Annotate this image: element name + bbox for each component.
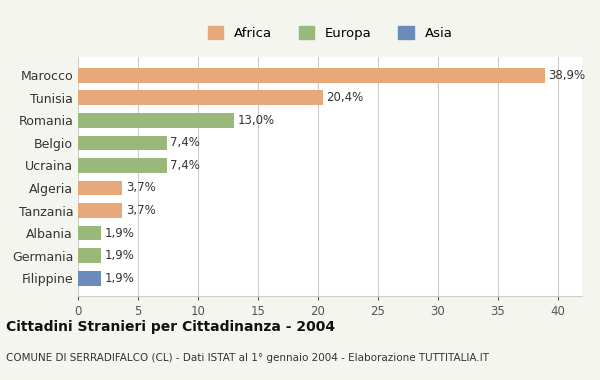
Text: COMUNE DI SERRADIFALCO (CL) - Dati ISTAT al 1° gennaio 2004 - Elaborazione TUTTI: COMUNE DI SERRADIFALCO (CL) - Dati ISTAT…: [6, 353, 489, 363]
Text: 7,4%: 7,4%: [170, 159, 200, 172]
Bar: [78, 226, 101, 241]
Bar: [78, 136, 167, 150]
Text: 1,9%: 1,9%: [104, 249, 134, 262]
Text: 20,4%: 20,4%: [326, 91, 364, 104]
Text: 1,9%: 1,9%: [104, 226, 134, 239]
Bar: [78, 113, 234, 128]
Bar: [78, 248, 101, 263]
Text: Cittadini Stranieri per Cittadinanza - 2004: Cittadini Stranieri per Cittadinanza - 2…: [6, 320, 335, 334]
Text: 1,9%: 1,9%: [104, 272, 134, 285]
Text: 3,7%: 3,7%: [126, 182, 156, 195]
Text: 38,9%: 38,9%: [548, 69, 586, 82]
Bar: [78, 68, 545, 82]
Text: 7,4%: 7,4%: [170, 136, 200, 149]
Bar: [78, 90, 323, 105]
Legend: Africa, Europa, Asia: Africa, Europa, Asia: [202, 21, 458, 45]
Bar: [78, 271, 101, 285]
Bar: [78, 203, 122, 218]
Bar: [78, 158, 167, 173]
Text: 13,0%: 13,0%: [238, 114, 275, 127]
Text: 3,7%: 3,7%: [126, 204, 156, 217]
Bar: [78, 180, 122, 195]
